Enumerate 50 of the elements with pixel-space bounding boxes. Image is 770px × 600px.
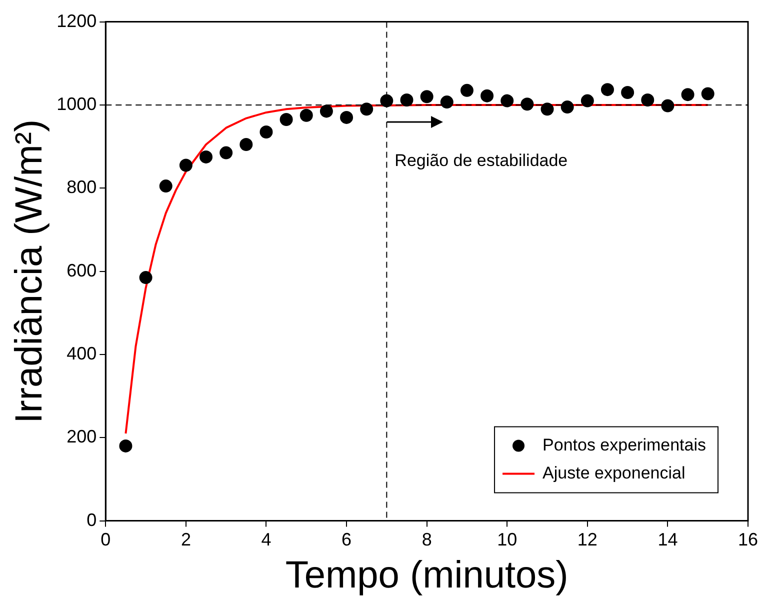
y-tick-label: 0	[86, 510, 97, 530]
y-tick-label: 400	[66, 343, 97, 364]
point	[540, 102, 554, 116]
y-tick-label: 800	[66, 177, 97, 198]
point	[360, 102, 374, 116]
y-tick-label: 200	[66, 426, 97, 447]
point	[701, 87, 714, 100]
point	[600, 83, 614, 96]
y-tick-label: 1000	[56, 94, 97, 114]
point	[440, 96, 454, 109]
point	[139, 271, 152, 284]
x-tick-label: 10	[497, 530, 518, 550]
point	[320, 104, 333, 118]
point	[580, 94, 594, 108]
x-tick-label: 14	[658, 530, 678, 550]
point	[119, 439, 132, 452]
point	[280, 113, 293, 126]
point	[460, 84, 474, 97]
point	[661, 99, 674, 112]
y-tick-label: 600	[66, 260, 97, 280]
point	[480, 89, 494, 102]
point	[420, 90, 434, 104]
point	[500, 94, 514, 108]
point	[621, 86, 634, 99]
point	[159, 180, 172, 193]
legend-label: Pontos experimentais	[542, 435, 706, 454]
x-tick-label: 6	[342, 530, 352, 550]
point	[681, 88, 694, 102]
x-tick-label: 2	[180, 530, 191, 550]
point	[179, 158, 192, 172]
point	[641, 93, 654, 106]
y-axis-title: Irradiância (W/m²)	[8, 119, 50, 424]
point	[200, 150, 213, 164]
point	[240, 138, 253, 151]
point	[560, 100, 574, 114]
annotation: Região de estabilidade	[394, 151, 568, 170]
x-tick-label: 0	[100, 530, 111, 550]
x-tick-label: 4	[261, 530, 272, 550]
point	[400, 93, 414, 106]
x-axis-title: Tempo (minutos)	[285, 554, 568, 597]
x-tick-label: 12	[577, 530, 598, 550]
y-tick-label: 1200	[56, 10, 97, 31]
x-tick-label: 16	[738, 530, 758, 550]
point	[260, 125, 273, 138]
x-tick-label: 8	[422, 530, 432, 550]
point	[520, 98, 534, 111]
point	[220, 146, 233, 160]
point	[300, 108, 313, 122]
legend-label: Ajuste exponencial	[542, 463, 686, 482]
point	[340, 110, 354, 124]
